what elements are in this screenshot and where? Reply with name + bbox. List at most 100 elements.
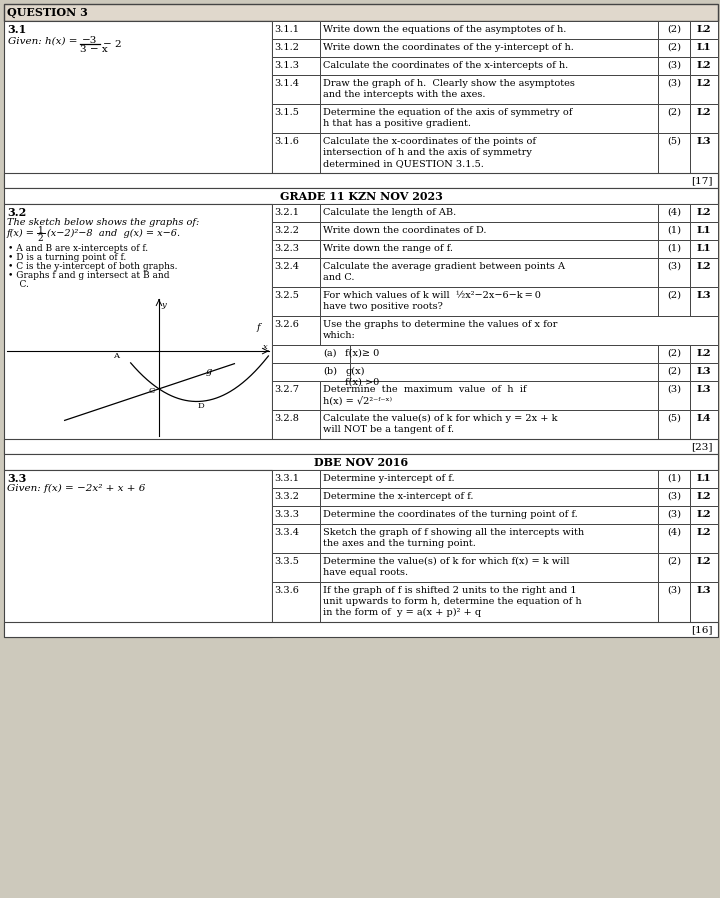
Bar bbox=[272, 381, 320, 410]
Bar bbox=[690, 75, 718, 104]
Text: (x−2)²−8  and  g(x) = x−6.: (x−2)²−8 and g(x) = x−6. bbox=[47, 229, 180, 238]
Text: [16]: [16] bbox=[691, 625, 713, 634]
Bar bbox=[690, 39, 718, 57]
Text: • C is the y-intercept of both graphs.: • C is the y-intercept of both graphs. bbox=[8, 262, 178, 271]
Bar bbox=[690, 363, 718, 381]
Text: L3: L3 bbox=[697, 291, 711, 300]
Text: Draw the graph of h.  Clearly show the asymptotes: Draw the graph of h. Clearly show the as… bbox=[323, 79, 575, 88]
Text: 3.1: 3.1 bbox=[7, 24, 26, 35]
Bar bbox=[272, 258, 320, 287]
Bar bbox=[658, 287, 690, 316]
Text: 3.1.3: 3.1.3 bbox=[274, 61, 299, 70]
Text: • Graphs f and g intersect at B and: • Graphs f and g intersect at B and bbox=[8, 271, 169, 280]
Text: L1: L1 bbox=[697, 244, 711, 253]
Bar bbox=[272, 104, 320, 133]
Bar bbox=[658, 582, 690, 622]
Bar bbox=[272, 204, 320, 222]
Bar bbox=[658, 104, 690, 133]
Text: L3: L3 bbox=[697, 385, 711, 394]
Bar bbox=[320, 410, 658, 439]
Text: (3): (3) bbox=[667, 385, 681, 394]
Bar bbox=[320, 222, 658, 240]
Bar bbox=[272, 410, 320, 439]
Text: L2: L2 bbox=[697, 349, 711, 358]
Bar bbox=[320, 240, 658, 258]
Text: 3.3.5: 3.3.5 bbox=[274, 557, 299, 566]
Bar bbox=[690, 381, 718, 410]
Text: which:: which: bbox=[323, 331, 356, 340]
Bar bbox=[320, 104, 658, 133]
Text: L2: L2 bbox=[697, 510, 711, 519]
Text: 3.1.4: 3.1.4 bbox=[274, 79, 299, 88]
Bar bbox=[690, 345, 718, 363]
Text: and the intercepts with the axes.: and the intercepts with the axes. bbox=[323, 90, 485, 99]
Text: unit upwards to form h, determine the equation of h: unit upwards to form h, determine the eq… bbox=[323, 597, 582, 606]
Text: L2: L2 bbox=[697, 557, 711, 566]
Text: (4): (4) bbox=[667, 208, 681, 217]
Text: 3.3.1: 3.3.1 bbox=[274, 474, 299, 483]
Text: h that has a positive gradient.: h that has a positive gradient. bbox=[323, 119, 471, 128]
Text: Write down the coordinates of D.: Write down the coordinates of D. bbox=[323, 226, 487, 235]
Text: • D is a turning point of f.: • D is a turning point of f. bbox=[8, 253, 126, 262]
Text: [17]: [17] bbox=[691, 176, 713, 185]
Text: (3): (3) bbox=[667, 79, 681, 88]
Bar bbox=[272, 316, 320, 345]
Bar bbox=[272, 222, 320, 240]
Bar bbox=[272, 553, 320, 582]
Bar bbox=[272, 133, 320, 173]
Text: g: g bbox=[206, 366, 212, 376]
Bar bbox=[350, 345, 658, 363]
Text: 3.2.8: 3.2.8 bbox=[274, 414, 299, 423]
Text: (2): (2) bbox=[667, 349, 681, 358]
Bar bbox=[4, 439, 718, 454]
Text: L3: L3 bbox=[697, 367, 711, 376]
Bar bbox=[4, 4, 718, 21]
Text: 1: 1 bbox=[38, 226, 44, 235]
Text: L2: L2 bbox=[697, 492, 711, 501]
Bar bbox=[320, 75, 658, 104]
Text: will NOT be a tangent of f.: will NOT be a tangent of f. bbox=[323, 425, 454, 434]
Bar bbox=[658, 133, 690, 173]
Text: 3.2.1: 3.2.1 bbox=[274, 208, 299, 217]
Text: GRADE 11 KZN NOV 2023: GRADE 11 KZN NOV 2023 bbox=[279, 191, 442, 202]
Text: For which values of k will  ½x²−2x−6−k = 0: For which values of k will ½x²−2x−6−k = … bbox=[323, 291, 541, 300]
Text: L2: L2 bbox=[697, 25, 711, 34]
Bar bbox=[320, 258, 658, 287]
Text: (1): (1) bbox=[667, 244, 681, 253]
Bar bbox=[272, 240, 320, 258]
Bar bbox=[320, 316, 718, 345]
Bar bbox=[690, 524, 718, 553]
Text: Write down the coordinates of the y-intercept of h.: Write down the coordinates of the y-inte… bbox=[323, 43, 574, 52]
Text: 3.2.7: 3.2.7 bbox=[274, 385, 299, 394]
Text: Calculate the x-coordinates of the points of: Calculate the x-coordinates of the point… bbox=[323, 137, 536, 146]
Bar bbox=[320, 57, 658, 75]
Text: C.: C. bbox=[8, 280, 29, 289]
Text: Write down the range of f.: Write down the range of f. bbox=[323, 244, 453, 253]
Bar bbox=[690, 287, 718, 316]
Text: (2): (2) bbox=[667, 43, 681, 52]
Bar bbox=[690, 582, 718, 622]
Text: 3.3: 3.3 bbox=[7, 473, 27, 484]
Text: Determine the equation of the axis of symmetry of: Determine the equation of the axis of sy… bbox=[323, 108, 572, 117]
Text: (5): (5) bbox=[667, 137, 681, 146]
Text: If the graph of f is shifted 2 units to the right and 1: If the graph of f is shifted 2 units to … bbox=[323, 586, 577, 595]
Text: (3): (3) bbox=[667, 492, 681, 501]
Text: g(x): g(x) bbox=[345, 367, 364, 376]
Text: The sketch below shows the graphs of:: The sketch below shows the graphs of: bbox=[7, 218, 199, 227]
Bar bbox=[320, 287, 658, 316]
Text: (4): (4) bbox=[667, 528, 681, 537]
Bar bbox=[272, 287, 320, 316]
Text: the axes and the turning point.: the axes and the turning point. bbox=[323, 539, 476, 548]
Text: Determine y-intercept of f.: Determine y-intercept of f. bbox=[323, 474, 454, 483]
Text: L2: L2 bbox=[697, 262, 711, 271]
Bar bbox=[272, 506, 320, 524]
Text: (2): (2) bbox=[667, 557, 681, 566]
Text: Determine the value(s) of k for which f(x) = k will: Determine the value(s) of k for which f(… bbox=[323, 557, 570, 566]
Bar bbox=[272, 488, 320, 506]
Bar bbox=[4, 21, 272, 188]
Text: L1: L1 bbox=[697, 474, 711, 483]
Bar bbox=[272, 470, 320, 488]
Bar bbox=[658, 57, 690, 75]
Text: 3.2.6: 3.2.6 bbox=[274, 320, 299, 329]
Bar bbox=[320, 470, 658, 488]
